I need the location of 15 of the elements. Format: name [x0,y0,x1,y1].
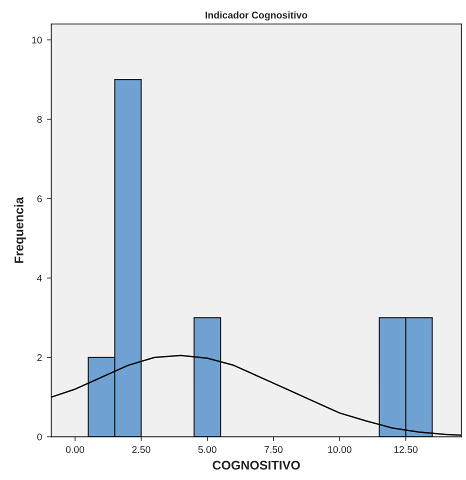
y-tick-label: 6 [37,195,42,202]
x-tick-label: 12.50 [394,446,418,453]
x-axis-title: COGNOSITIVO [212,460,300,470]
y-axis-title: Frequencia [14,196,26,263]
chart-title: Indicador Cognositivo [206,11,308,21]
y-tick-label: 10 [32,36,42,44]
x-tick-label: 7.50 [264,446,283,453]
x-tick-label: 5.00 [198,446,216,453]
x-tick-label: 2.50 [132,446,150,453]
y-tick-label: 2 [37,354,42,361]
y-tick-label: 4 [37,274,42,282]
x-tick-label: 10.00 [328,446,352,453]
x-tick-label: 0.00 [66,446,84,453]
y-tick-label: 8 [37,116,42,123]
y-tick-label: 0 [37,434,42,440]
